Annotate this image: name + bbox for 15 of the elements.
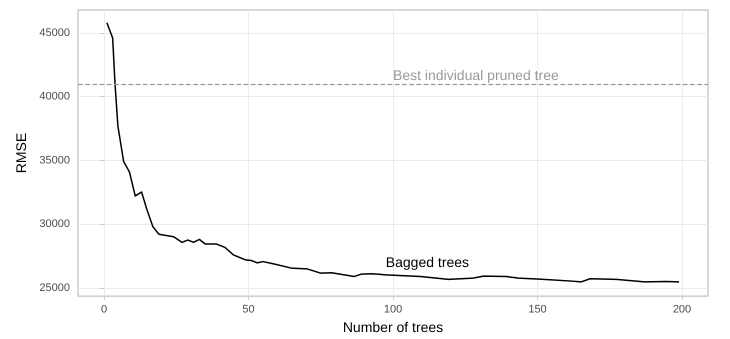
y-axis-title: RMSE xyxy=(13,132,29,174)
x-axis-title: Number of trees xyxy=(342,319,444,335)
y-tick-label: 30000 xyxy=(39,218,70,230)
series-label: Bagged trees xyxy=(386,254,470,270)
x-tick-label: 50 xyxy=(242,304,255,316)
x-tick-label: 200 xyxy=(672,304,692,316)
x-tick-label: 150 xyxy=(528,304,547,316)
y-tick-label: 25000 xyxy=(39,282,70,294)
y-tick-label: 40000 xyxy=(39,90,70,103)
x-tick-label: 100 xyxy=(384,304,402,316)
x-tick-label: 0 xyxy=(100,304,108,316)
line-series xyxy=(106,22,680,283)
y-tick-label: 45000 xyxy=(39,26,70,39)
ref-line-label: Best individual pruned tree xyxy=(393,66,559,83)
y-tick-label: 35000 xyxy=(39,154,70,166)
